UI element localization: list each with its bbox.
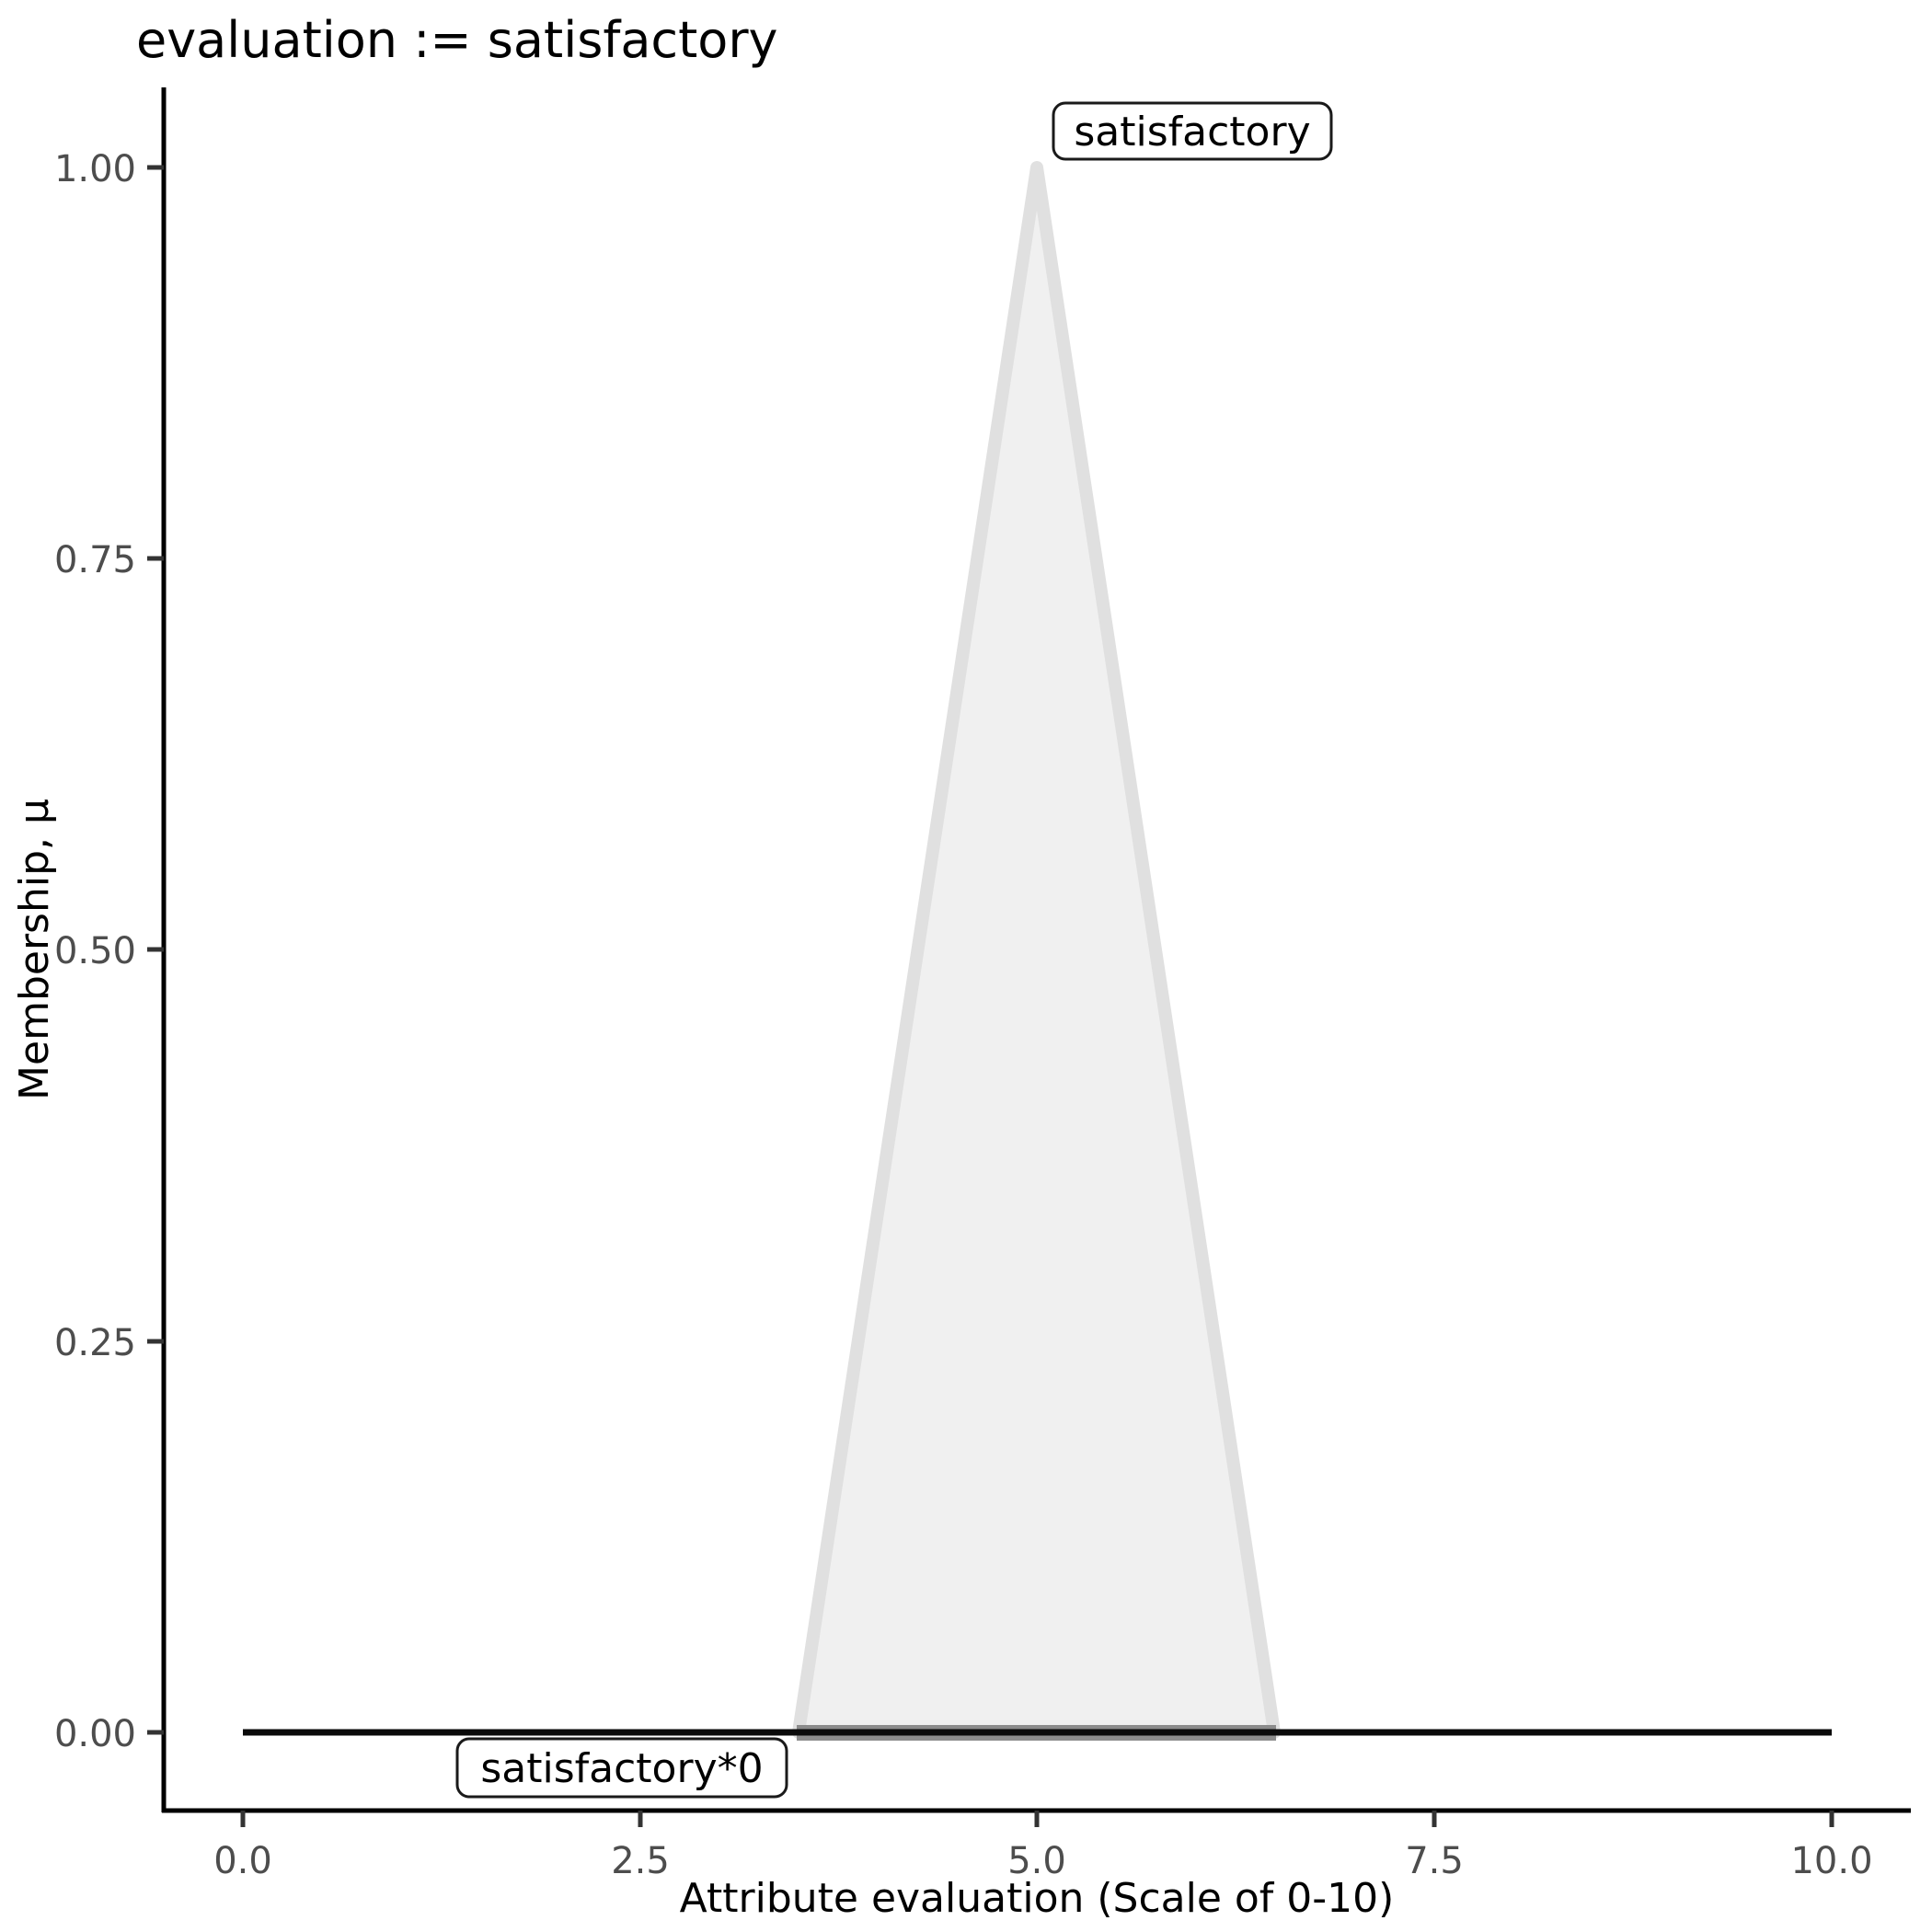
y-tick-label: 0.50 (54, 930, 136, 972)
y-axis-title: Membership, μ (11, 799, 58, 1100)
y-tick-label: 0.25 (54, 1322, 136, 1364)
x-tick-label: 7.5 (1405, 1840, 1464, 1882)
y-tick-label: 0.00 (54, 1713, 136, 1755)
x-axis-title: Attribute evaluation (Scale of 0-10) (680, 1875, 1395, 1922)
satisfactory-times-zero-label-box (455, 1737, 788, 1799)
x-axis-ticks (240, 1811, 1834, 1827)
x-tick-label: 10.0 (1790, 1840, 1872, 1882)
y-tick-label: 1.00 (54, 148, 136, 190)
y-axis-tick-labels: 1.00 0.75 0.50 0.25 0.00 (54, 148, 136, 1755)
satisfactory-label: satisfactory (1052, 101, 1333, 161)
plot-title: evaluation := satisfactory (136, 11, 778, 69)
satisfactory-label-box (1052, 101, 1333, 161)
x-tick-label: 5.0 (1007, 1840, 1066, 1882)
satisfactory-membership-triangle (792, 161, 1281, 1739)
x-tick-label: 2.5 (611, 1840, 670, 1882)
y-tick-label: 0.75 (54, 539, 136, 581)
x-axis-tick-labels: 0.0 2.5 5.0 7.5 10.0 (213, 1840, 1872, 1882)
satisfactory-times-zero-label-text: satisfactory*0 (480, 1745, 763, 1792)
satisfactory-times-zero-label: satisfactory*0 (455, 1737, 788, 1799)
y-axis-ticks (147, 165, 164, 1735)
x-tick-label: 0.0 (213, 1840, 272, 1882)
satisfactory-label-text: satisfactory (1074, 109, 1310, 155)
